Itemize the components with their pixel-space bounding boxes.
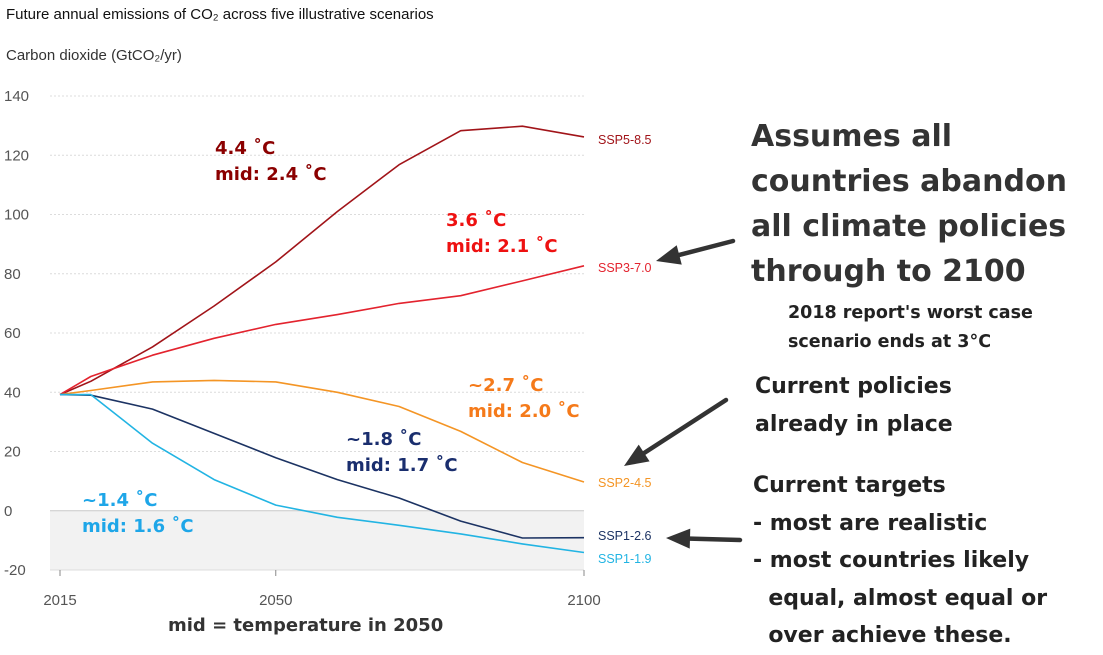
- current-policies-line: Current policies: [755, 374, 952, 399]
- y-axis-unit-label: Carbon dioxide (GtCO₂/yr): [6, 47, 182, 64]
- annotation-ssp126: ~1.8 ˚C mid: 1.7 ˚C: [346, 427, 458, 479]
- series-line-ssp3-70: [59, 265, 585, 396]
- current-policies-note: Current policies already in place: [755, 368, 953, 444]
- report-2018-line: 2018 report's worst case: [788, 303, 1033, 323]
- x-tick-label: 2015: [43, 592, 76, 609]
- current-targets-line: - most are realistic: [753, 510, 988, 536]
- series-label: SSP5-8.5: [598, 133, 652, 147]
- annotation-ssp245: ~2.7 ˚C mid: 2.0 ˚C: [468, 373, 580, 425]
- series-label: SSP1-1.9: [598, 552, 652, 566]
- series-line-ssp1-26: [59, 393, 585, 539]
- annotation-ssp119: ~1.4 ˚C mid: 1.6 ˚C: [82, 488, 194, 540]
- series-label: SSP1-2.6: [598, 529, 652, 543]
- annotation-ssp585-mid: mid: 2.4 ˚C: [215, 164, 327, 185]
- worst-case-line: all climate policies: [751, 209, 1067, 244]
- annotation-ssp585-temp: 4.4 ˚C: [215, 138, 276, 159]
- arrow-to-ssp370-head: [656, 245, 682, 265]
- current-targets-line: over achieve these.: [753, 623, 1012, 648]
- y-tick-label: 20: [4, 444, 21, 461]
- worst-case-line: countries abandon: [751, 164, 1067, 199]
- series-line-ssp5-85: [59, 125, 585, 396]
- arrow-to-ssp245-head: [624, 444, 650, 466]
- mid-temperature-note: mid = temperature in 2050: [168, 615, 444, 636]
- y-tick-label: -20: [4, 562, 26, 579]
- report-2018-note: 2018 report's worst case scenario ends a…: [788, 299, 1033, 357]
- worst-case-line: through to 2100: [751, 254, 1026, 289]
- annotation-ssp126-temp: ~1.8 ˚C: [346, 429, 422, 450]
- report-2018-line: scenario ends at 3°C: [788, 332, 992, 352]
- arrow-to-ssp370-shaft: [676, 238, 736, 258]
- annotation-ssp370-mid: mid: 2.1 ˚C: [446, 236, 558, 257]
- current-targets-line: Current targets: [753, 473, 946, 498]
- y-tick-label: 60: [4, 325, 21, 342]
- y-tick-label: 0: [4, 503, 12, 520]
- current-targets-line: equal, almost equal or: [753, 585, 1048, 611]
- y-tick-label: 140: [4, 88, 29, 105]
- series-line-ssp1-19: [60, 393, 585, 554]
- current-policies-line: already in place: [755, 412, 953, 437]
- y-tick-label: 80: [4, 266, 21, 283]
- arrow-to-ssp126-head: [666, 528, 691, 549]
- series-line-ssp2-45: [59, 379, 585, 483]
- annotation-ssp370: 3.6 ˚C mid: 2.1 ˚C: [446, 208, 558, 260]
- annotation-ssp370-temp: 3.6 ˚C: [446, 210, 507, 231]
- annotation-ssp245-temp: ~2.7 ˚C: [468, 375, 544, 396]
- arrow-to-ssp126-shaft: [687, 536, 743, 543]
- annotation-ssp119-mid: mid: 1.6 ˚C: [82, 516, 194, 537]
- y-tick-label: 120: [4, 147, 29, 164]
- worst-case-note: Assumes all countries abandon all climat…: [751, 114, 1067, 294]
- annotation-ssp126-mid: mid: 1.7 ˚C: [346, 455, 458, 476]
- annotation-ssp245-mid: mid: 2.0 ˚C: [468, 401, 580, 422]
- annotation-ssp119-temp: ~1.4 ˚C: [82, 490, 158, 511]
- x-tick-label: 2100: [567, 592, 600, 609]
- negative-region-band: [50, 510, 584, 570]
- chart-title: Future annual emissions of CO₂ across fi…: [6, 6, 434, 23]
- worst-case-line: Assumes all: [751, 119, 953, 154]
- series-label: SSP3-7.0: [598, 261, 652, 275]
- x-tick-label: 2050: [259, 592, 292, 609]
- series-label: SSP2-4.5: [598, 476, 652, 490]
- current-targets-note: Current targets - most are realistic - m…: [753, 467, 1047, 655]
- y-tick-label: 40: [4, 384, 21, 401]
- current-targets-line: - most countries likely: [753, 548, 1030, 573]
- annotation-ssp585: 4.4 ˚C mid: 2.4 ˚C: [215, 136, 327, 188]
- y-tick-label: 100: [4, 207, 29, 224]
- arrow-to-ssp245-shaft: [641, 397, 729, 456]
